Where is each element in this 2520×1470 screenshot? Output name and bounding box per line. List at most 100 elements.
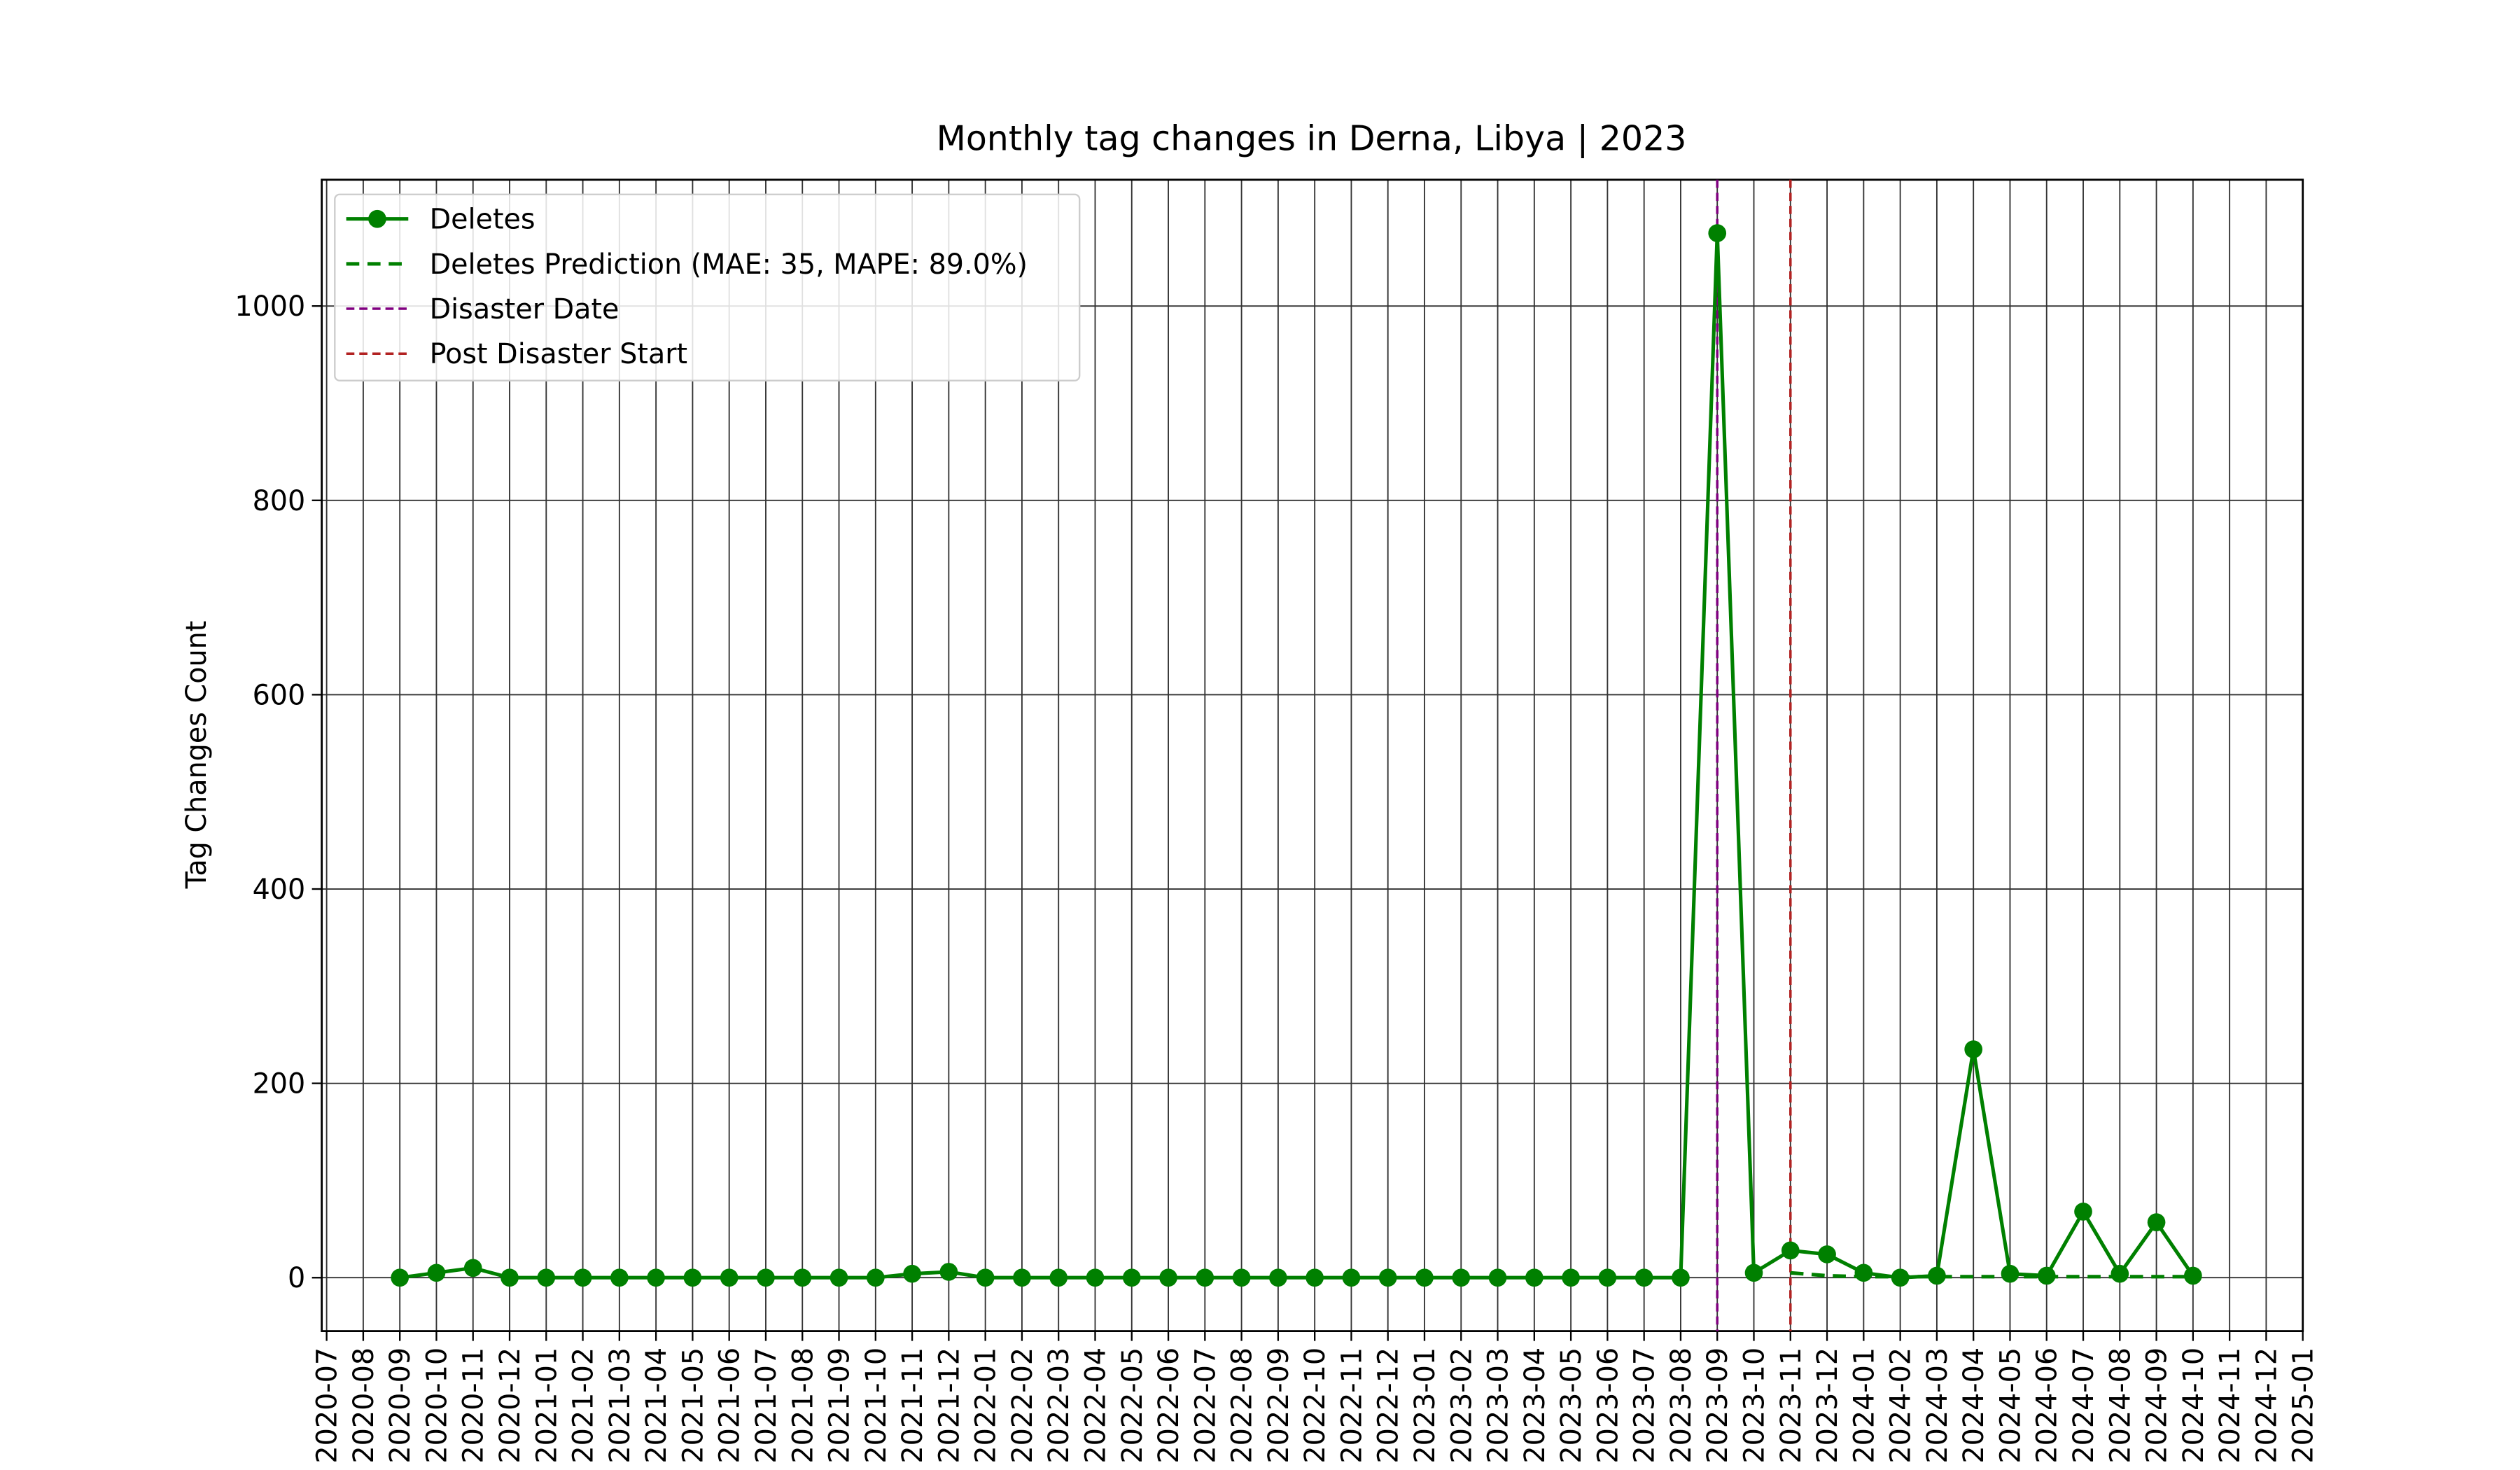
x-tick-label: 2022-03 [1043, 1348, 1075, 1464]
data-point [1634, 1268, 1653, 1287]
y-tick-label: 400 [253, 874, 306, 906]
data-point [1562, 1268, 1580, 1287]
data-point [976, 1268, 995, 1287]
legend-marker [368, 209, 386, 228]
x-tick-label: 2021-09 [824, 1348, 856, 1464]
x-tick-label: 2022-07 [1189, 1348, 1222, 1464]
data-point [683, 1268, 702, 1287]
data-point [757, 1268, 775, 1287]
x-tick-label: 2021-10 [860, 1348, 892, 1464]
series-line [1790, 1270, 2193, 1279]
data-point [866, 1268, 885, 1287]
data-point [391, 1268, 410, 1287]
chart-title: Monthly tag changes in Derna, Libya | 20… [937, 119, 1687, 159]
x-tick-label: 2023-05 [1555, 1348, 1588, 1464]
data-point [1854, 1264, 1873, 1282]
x-tick-label: 2024-02 [1885, 1348, 1917, 1464]
data-point [1342, 1268, 1361, 1287]
data-point [1196, 1268, 1214, 1287]
x-tick-label: 2022-11 [1336, 1348, 1368, 1464]
x-tick-label: 2020-07 [312, 1348, 344, 1464]
legend-box [334, 193, 1081, 382]
series-line [399, 232, 2194, 1280]
data-point [463, 1259, 482, 1278]
x-tick-label: 2020-12 [494, 1348, 526, 1464]
data-point [1452, 1268, 1471, 1287]
x-tick-label: 2023-02 [1446, 1348, 1478, 1464]
x-tick-label: 2023-07 [1629, 1348, 1661, 1464]
data-point [2001, 1264, 2019, 1283]
x-tick-label: 2023-01 [1409, 1348, 1441, 1464]
x-tick-label: 2021-02 [568, 1348, 600, 1464]
x-tick-label: 2024-10 [2178, 1348, 2210, 1464]
x-tick-label: 2024-03 [1921, 1348, 1954, 1464]
data-point [1049, 1268, 1068, 1287]
x-tick-label: 2022-06 [1153, 1348, 1185, 1464]
x-tick-label: 2024-01 [1848, 1348, 1880, 1464]
x-tick-label: 2022-10 [1299, 1348, 1331, 1464]
data-point [1232, 1268, 1251, 1287]
x-tick-label: 2025-01 [2288, 1348, 2320, 1464]
x-tick-label: 2021-05 [677, 1348, 709, 1464]
legend: Deletes Deletes Prediction (MAE: 35, MAPE… [334, 193, 1081, 382]
data-point [1781, 1241, 1800, 1260]
x-tick-label: 2023-10 [1739, 1348, 1771, 1464]
x-tick-label: 2021-01 [531, 1348, 563, 1464]
x-tick-label: 2023-03 [1483, 1348, 1515, 1464]
x-tick-label: 2023-04 [1519, 1348, 1551, 1464]
data-point [1159, 1268, 1177, 1287]
x-tick-label: 2024-08 [2104, 1348, 2136, 1464]
x-tick-label: 2022-04 [1079, 1348, 1112, 1464]
x-tick-label: 2021-11 [897, 1348, 929, 1464]
data-point [830, 1268, 848, 1287]
data-point [2147, 1213, 2166, 1231]
x-tick-label: 2022-09 [1263, 1348, 1295, 1464]
data-point [1013, 1268, 1031, 1287]
data-point [2184, 1266, 2202, 1285]
x-tick-label: 2024-05 [1994, 1348, 2026, 1464]
data-point [573, 1268, 592, 1287]
data-point [1598, 1268, 1617, 1287]
x-tick-label: 2022-05 [1116, 1348, 1149, 1464]
data-point [1269, 1268, 1287, 1287]
x-tick-label: 2024-12 [2250, 1348, 2283, 1464]
x-tick-label: 2021-06 [714, 1348, 746, 1464]
x-tick-label: 2022-01 [970, 1348, 1002, 1464]
x-tick-label: 2020-09 [384, 1348, 416, 1464]
data-point [1488, 1268, 1507, 1287]
y-tick-label: 0 [288, 1262, 305, 1294]
data-point [1086, 1268, 1105, 1287]
x-tick-label: 2021-08 [787, 1348, 819, 1464]
y-tick-label: 800 [253, 485, 306, 517]
x-tick-label: 2023-08 [1665, 1348, 1698, 1464]
legend-label: Deletes [430, 204, 536, 236]
data-point [610, 1268, 629, 1287]
data-point [1415, 1268, 1434, 1287]
x-tick-label: 2024-04 [1958, 1348, 1990, 1464]
data-point [1964, 1040, 1983, 1058]
legend-label: Disaster Date [430, 293, 620, 326]
data-point [1122, 1268, 1141, 1287]
data-point [1378, 1268, 1397, 1287]
x-tick-label: 2022-08 [1226, 1348, 1259, 1464]
x-tick-label: 2021-12 [933, 1348, 965, 1464]
data-point [1708, 224, 1727, 242]
x-tick-label: 2020-11 [458, 1348, 490, 1464]
data-point [427, 1264, 446, 1282]
x-tick-label: 2024-06 [2031, 1348, 2064, 1464]
data-point [500, 1268, 519, 1287]
data-point [720, 1268, 738, 1287]
plot-frame [321, 178, 2304, 1332]
legend-label: Post Disaster Start [430, 338, 688, 370]
data-point [793, 1268, 812, 1287]
data-point [647, 1268, 665, 1287]
data-point [939, 1263, 958, 1281]
data-point [1525, 1268, 1544, 1287]
x-tick-label: 2023-06 [1592, 1348, 1624, 1464]
x-tick-label: 2020-10 [421, 1348, 453, 1464]
x-tick-label: 2024-07 [2068, 1348, 2100, 1464]
x-tick-label: 2021-07 [750, 1348, 783, 1464]
x-tick-label: 2022-02 [1007, 1348, 1039, 1464]
